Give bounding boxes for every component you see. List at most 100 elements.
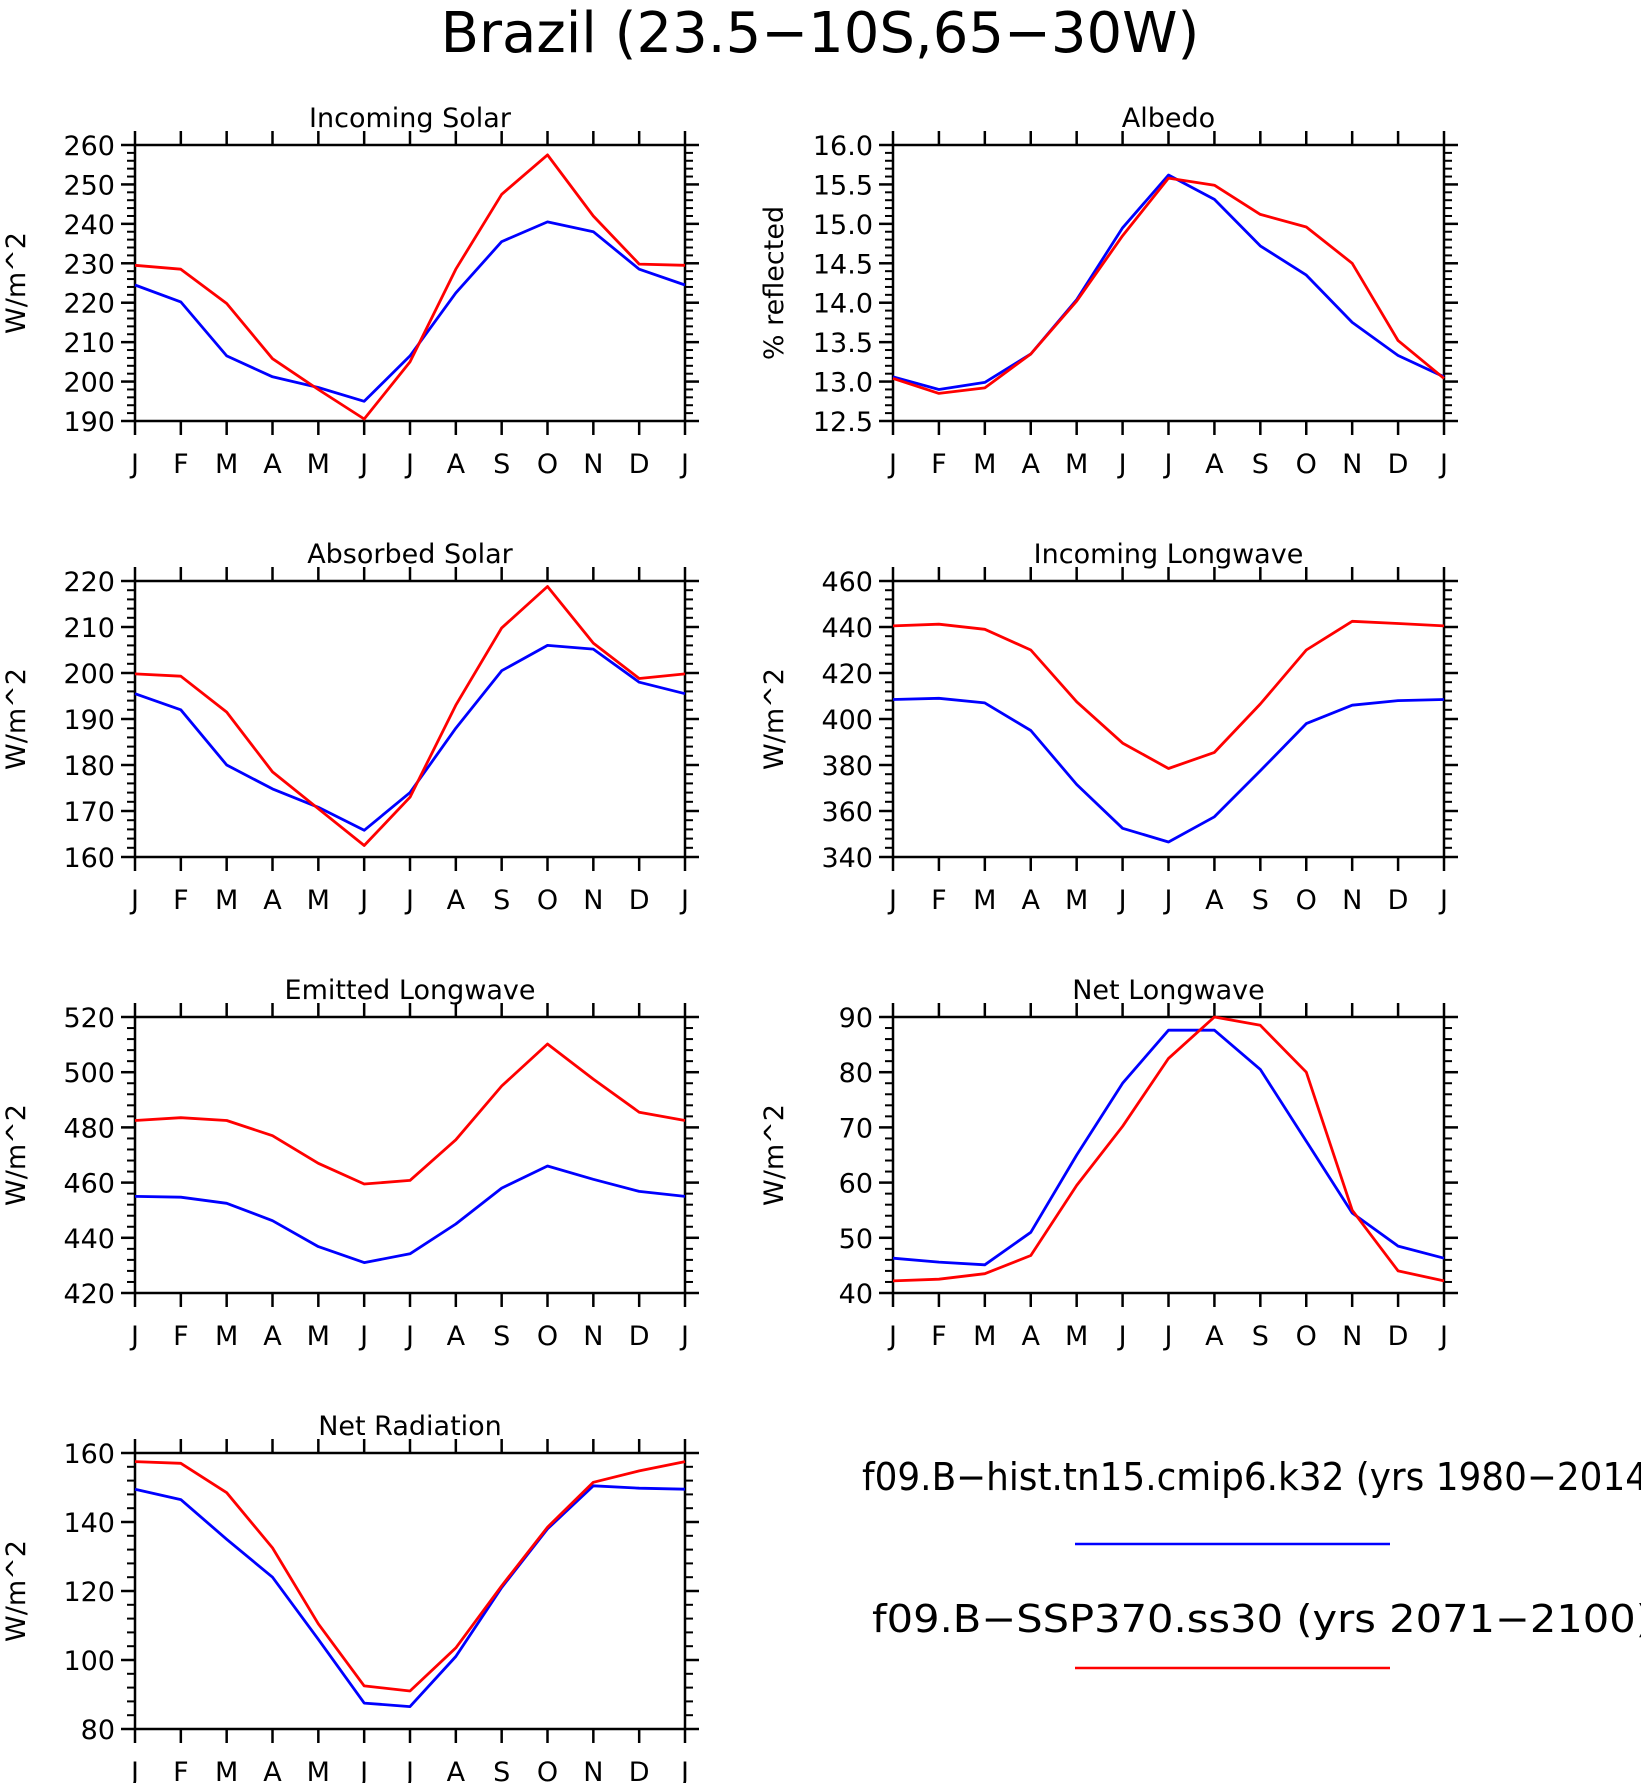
x-tick-label: A <box>263 1321 282 1352</box>
series-line-hist <box>134 1164 686 1264</box>
x-tick-label: N <box>583 885 603 916</box>
x-tick-label: F <box>173 449 189 480</box>
x-tick-label: J <box>404 885 414 916</box>
x-tick-label: A <box>447 1757 466 1783</box>
series-line-ssp <box>892 176 1445 395</box>
x-tick-label: J <box>358 885 368 916</box>
y-tick-label: 260 <box>63 131 115 162</box>
y-tick-label: 500 <box>63 1058 115 1089</box>
panel-title: Emitted Longwave <box>285 975 536 1006</box>
panel-title: Albedo <box>1122 103 1215 134</box>
x-tick-label: J <box>404 1757 414 1783</box>
y-tick-label: 380 <box>821 751 873 782</box>
x-tick-label: O <box>1296 449 1317 480</box>
y-tick-label: 14.5 <box>813 249 873 280</box>
x-tick-label: J <box>1163 885 1173 916</box>
y-tick-label: 170 <box>63 797 115 828</box>
x-tick-label: J <box>1117 885 1127 916</box>
x-tick-label: F <box>173 1321 189 1352</box>
panel-title: Incoming Longwave <box>1034 539 1304 570</box>
plot-frame <box>133 1451 687 1731</box>
y-tick-label: 12.5 <box>813 407 873 438</box>
figure-title: Brazil (23.5−10S,65−30W) <box>441 1 1200 66</box>
y-tick-label: 160 <box>63 1439 115 1470</box>
x-tick-label: J <box>1438 449 1448 480</box>
y-tick-label: 120 <box>63 1577 115 1608</box>
y-tick-label: 220 <box>63 567 115 598</box>
y-tick-label: 200 <box>63 659 115 690</box>
x-tick-label: F <box>931 885 947 916</box>
series-line-hist <box>134 220 686 403</box>
x-tick-label: D <box>629 1757 650 1783</box>
x-tick-label: A <box>1205 885 1224 916</box>
x-tick-label: M <box>215 1321 238 1352</box>
x-tick-label: J <box>679 885 689 916</box>
x-tick-label: S <box>493 1321 510 1352</box>
y-tick-label: 400 <box>821 705 873 736</box>
panel-title: Net Longwave <box>1072 975 1265 1006</box>
x-tick-label: D <box>1388 885 1409 916</box>
y-tick-label: 15.5 <box>813 170 873 201</box>
y-tick-label: 190 <box>63 705 115 736</box>
series-line-hist <box>134 1484 686 1708</box>
y-axis-label: % reflected <box>759 206 790 360</box>
series-line-hist <box>134 644 686 832</box>
x-tick-label: S <box>1252 1321 1269 1352</box>
x-tick-label: A <box>1205 449 1224 480</box>
y-tick-label: 200 <box>63 368 115 399</box>
x-tick-label: M <box>215 885 238 916</box>
y-tick-label: 440 <box>63 1224 115 1255</box>
x-tick-label: J <box>1438 1321 1448 1352</box>
y-tick-label: 340 <box>821 843 873 874</box>
x-tick-label: J <box>129 1757 139 1783</box>
x-tick-label: S <box>493 1757 510 1783</box>
x-tick-label: M <box>973 449 996 480</box>
plot-frame <box>133 143 687 423</box>
x-tick-label: O <box>537 1321 558 1352</box>
x-tick-label: J <box>887 449 897 480</box>
x-tick-label: J <box>129 449 139 480</box>
y-tick-label: 14.0 <box>813 289 873 320</box>
x-tick-label: O <box>537 449 558 480</box>
x-tick-label: J <box>129 885 139 916</box>
x-tick-label: J <box>358 1321 368 1352</box>
y-axis-label: W/m^2 <box>1 668 32 770</box>
x-tick-label: J <box>404 449 414 480</box>
y-tick-label: 460 <box>63 1169 115 1200</box>
y-tick-label: 440 <box>821 613 873 644</box>
x-tick-label: M <box>307 885 330 916</box>
series-line-ssp <box>134 153 686 421</box>
y-tick-label: 480 <box>63 1113 115 1144</box>
x-tick-label: S <box>493 885 510 916</box>
x-tick-label: A <box>1022 885 1041 916</box>
y-tick-label: 100 <box>63 1646 115 1677</box>
y-tick-label: 180 <box>63 751 115 782</box>
x-tick-label: A <box>1022 449 1041 480</box>
x-tick-label: D <box>629 449 650 480</box>
x-tick-label: J <box>129 1321 139 1352</box>
x-tick-label: J <box>358 449 368 480</box>
y-tick-label: 360 <box>821 797 873 828</box>
y-tick-label: 15.0 <box>813 210 873 241</box>
x-tick-label: O <box>1296 885 1317 916</box>
x-tick-label: A <box>263 449 282 480</box>
series-line-ssp <box>134 1460 686 1693</box>
plot-frame <box>133 579 687 859</box>
x-tick-label: A <box>447 449 466 480</box>
x-tick-label: A <box>447 1321 466 1352</box>
y-tick-label: 220 <box>63 289 115 320</box>
x-tick-label: O <box>537 885 558 916</box>
y-axis-label: W/m^2 <box>759 1104 790 1206</box>
series-line-hist <box>892 173 1445 391</box>
x-tick-label: D <box>1388 449 1409 480</box>
x-tick-label: S <box>1252 885 1269 916</box>
x-tick-label: F <box>173 1757 189 1783</box>
x-tick-label: A <box>263 1757 282 1783</box>
x-tick-label: M <box>1065 1321 1088 1352</box>
panel-title: Net Radiation <box>318 1411 502 1442</box>
